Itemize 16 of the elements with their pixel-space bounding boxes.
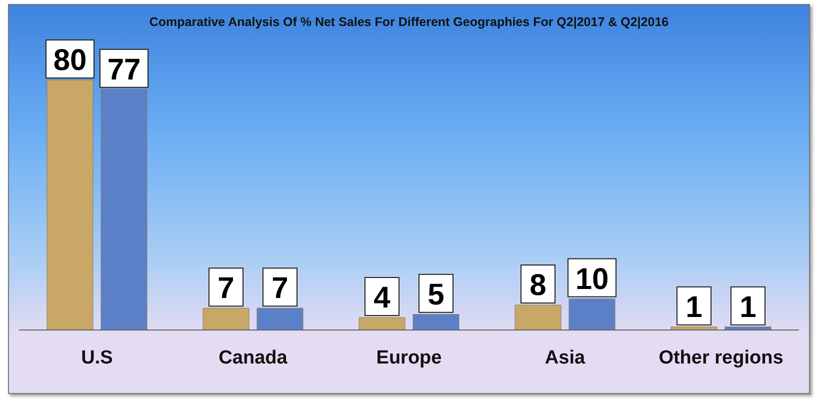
data-label: 7 bbox=[272, 272, 288, 306]
data-label: 10 bbox=[575, 262, 609, 296]
x-tick-label: Other regions bbox=[658, 347, 784, 368]
x-tick-label: U.S bbox=[81, 347, 113, 368]
x-tick-label: Canada bbox=[218, 347, 288, 368]
data-label: 77 bbox=[107, 53, 141, 86]
data-label: 8 bbox=[530, 269, 546, 302]
x-tick-label: Asia bbox=[544, 347, 586, 368]
data-label: 7 bbox=[218, 272, 234, 306]
x-tick-label: Europe bbox=[376, 347, 442, 368]
data-label: 4 bbox=[374, 282, 391, 314]
data-label: 1 bbox=[686, 290, 702, 324]
chart-title: Comparative Analysis Of % Net Sales For Different Geographies For Q2|2017 & Q2|2016 bbox=[148, 15, 670, 29]
data-label: 1 bbox=[740, 290, 756, 324]
data-label: 80 bbox=[53, 44, 87, 77]
data-label: 5 bbox=[428, 278, 444, 312]
